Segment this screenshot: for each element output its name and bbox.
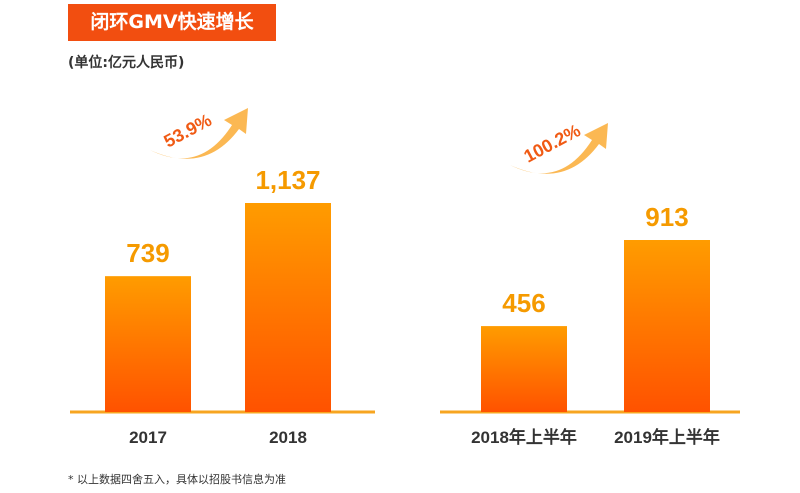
chart-title: 闭环GMV快速增长 <box>68 4 276 41</box>
growth-label: 100.2% <box>520 120 583 166</box>
value-label: 913 <box>645 202 688 232</box>
category-label: 2017 <box>129 428 167 447</box>
bar <box>481 326 567 412</box>
growth-arrow-icon <box>510 123 608 174</box>
bar <box>105 276 191 412</box>
value-label: 1,137 <box>255 165 320 195</box>
growth-label: 53.9% <box>160 110 214 152</box>
growth-arrow-icon <box>150 108 248 159</box>
category-label: 2018年上半年 <box>471 427 577 447</box>
footnote: * 以上数据四舍五入，具体以招股书信息为准 <box>68 473 286 486</box>
bar <box>624 240 710 412</box>
value-label: 739 <box>126 238 169 268</box>
value-label: 456 <box>502 288 545 318</box>
category-label: 2019年上半年 <box>614 427 720 447</box>
unit-label: (单位:亿元人民币) <box>68 55 185 71</box>
bar <box>245 203 331 412</box>
category-label: 2018 <box>269 428 307 447</box>
